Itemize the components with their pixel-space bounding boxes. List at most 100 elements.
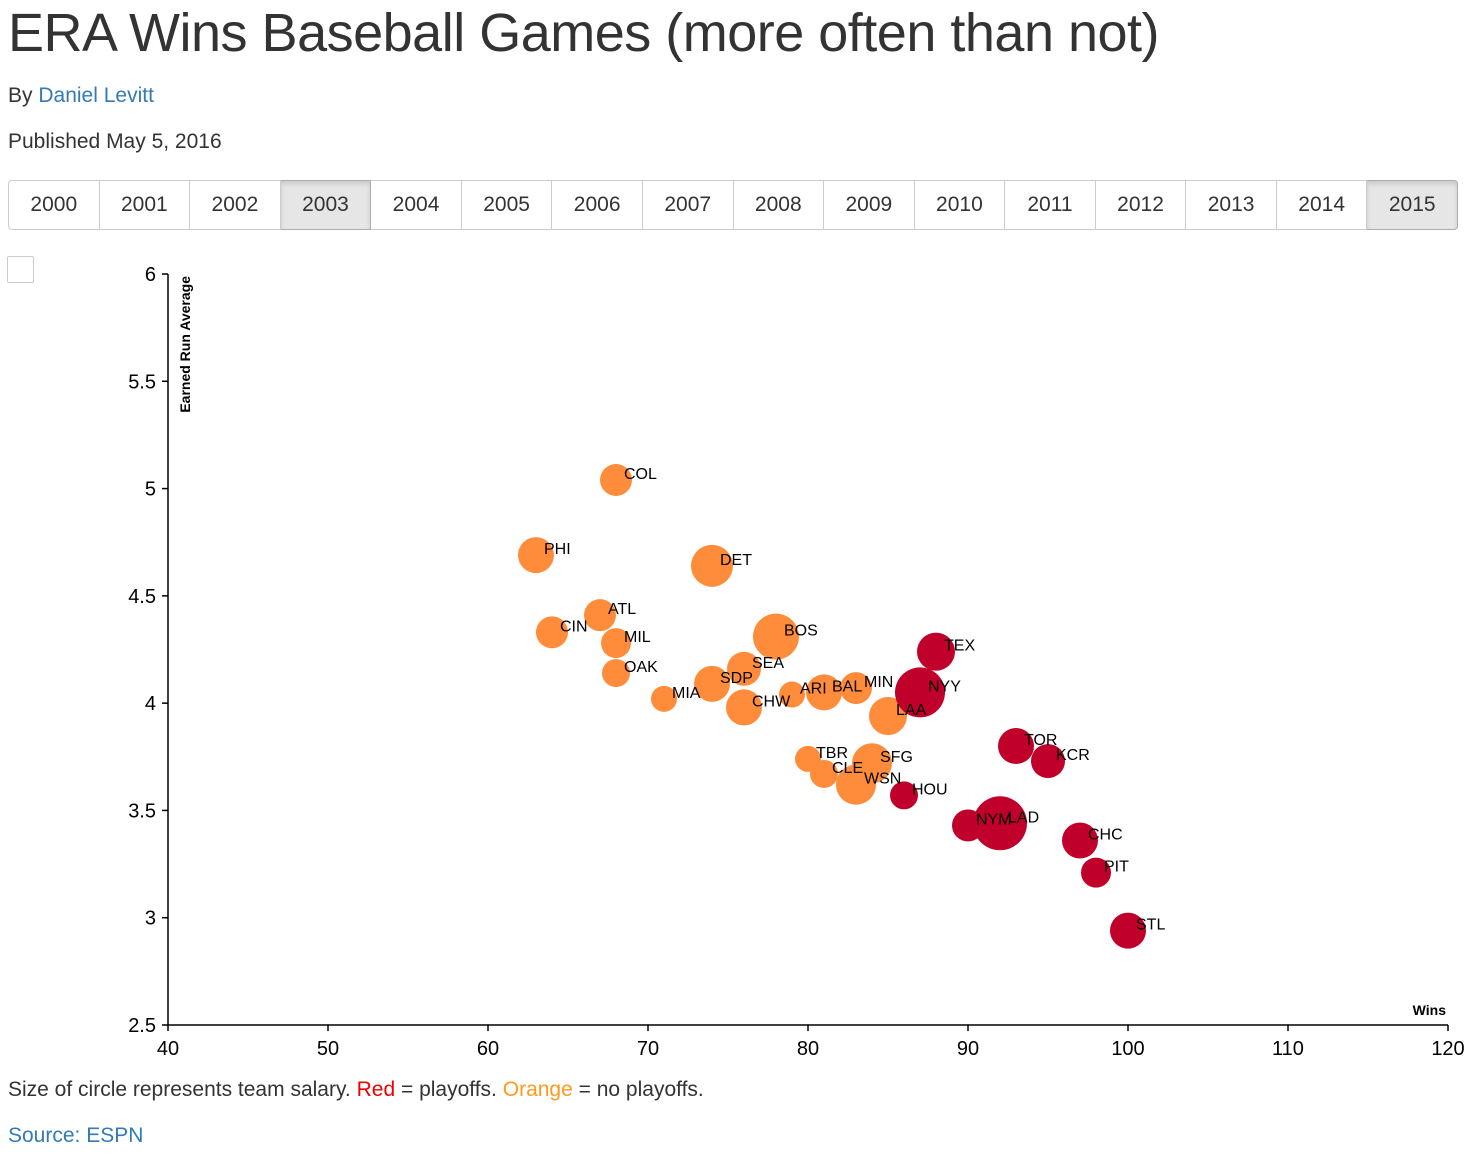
year-button-2008[interactable]: 2008 — [733, 180, 825, 230]
caption-red: Red — [356, 1078, 396, 1101]
team-label-cin: CIN — [560, 618, 588, 635]
y-tick-label: 6 — [145, 264, 156, 286]
byline: By Daniel Levitt — [8, 84, 154, 108]
team-label-tbr: TBR — [816, 745, 848, 762]
team-label-phi: PHI — [544, 541, 571, 558]
team-bubble-hou — [890, 781, 918, 810]
year-button-2003[interactable]: 2003 — [280, 180, 372, 230]
team-bubble-chw — [726, 689, 762, 726]
year-button-2015[interactable]: 2015 — [1367, 180, 1458, 230]
team-bubble-oak — [602, 659, 630, 688]
team-label-sfg: SFG — [880, 749, 913, 766]
team-bubble-stl — [1110, 912, 1146, 949]
team-bubble-sdp — [694, 665, 730, 702]
team-label-bos: BOS — [784, 623, 818, 640]
team-bubble-cle — [810, 759, 838, 788]
y-tick-label: 5.5 — [128, 371, 156, 393]
team-label-ari: ARI — [800, 681, 827, 698]
team-bubble-bal — [806, 674, 842, 711]
team-label-kcr: KCR — [1056, 747, 1090, 764]
x-tick-label: 110 — [1272, 1038, 1304, 1060]
caption-size: Size of circle represents team salary. — [8, 1078, 351, 1101]
year-button-2007[interactable]: 2007 — [642, 180, 734, 230]
x-tick-label: 100 — [1111, 1038, 1144, 1060]
x-tick-label: 70 — [637, 1038, 659, 1060]
year-button-2002[interactable]: 2002 — [190, 180, 281, 230]
year-button-2004[interactable]: 2004 — [371, 180, 462, 230]
y-tick-label: 5 — [145, 479, 156, 501]
team-label-bal: BAL — [832, 678, 862, 695]
year-button-2009[interactable]: 2009 — [824, 180, 915, 230]
team-label-hou: HOU — [912, 781, 948, 798]
team-bubble-sea — [727, 651, 761, 686]
team-bubble-laa — [869, 697, 907, 736]
team-bubble-phi — [518, 537, 554, 574]
year-button-2006[interactable]: 2006 — [552, 180, 643, 230]
team-label-laa: LAA — [896, 702, 927, 719]
author-link[interactable]: Daniel Levitt — [38, 84, 154, 107]
team-bubble-kcr — [1031, 744, 1065, 779]
x-axis-label: Wins — [1413, 1002, 1447, 1018]
team-bubble-mil — [601, 628, 631, 659]
team-label-mil: MIL — [624, 629, 651, 646]
x-tick-label: 90 — [957, 1038, 979, 1060]
y-tick-label: 4.5 — [128, 586, 156, 608]
team-label-sea: SEA — [752, 655, 784, 672]
year-button-2012[interactable]: 2012 — [1095, 180, 1187, 230]
team-bubble-cin — [536, 616, 568, 649]
y-axis-label: Earned Run Average — [177, 276, 193, 413]
team-label-tex: TEX — [944, 638, 975, 655]
page-title: ERA Wins Baseball Games (more often than… — [8, 3, 1160, 63]
year-button-2011[interactable]: 2011 — [1005, 180, 1096, 230]
team-bubble-atl — [584, 599, 616, 632]
x-tick-label: 80 — [797, 1038, 819, 1060]
x-tick-label: 50 — [317, 1038, 339, 1060]
chart-caption: Size of circle represents team salary. R… — [8, 1078, 704, 1102]
team-label-col: COL — [624, 466, 657, 483]
y-tick-label: 3 — [145, 908, 156, 930]
caption-red-rest: = playoffs. — [400, 1078, 497, 1101]
team-label-oak: OAK — [624, 659, 658, 676]
team-bubble-nyy — [895, 667, 945, 718]
scatter-chart: 40 50 60 70 80 90 100 110 120 2.5 3 3.5 4 4.5 5 5.5 6 Win… — [128, 264, 1465, 1060]
team-label-min: MIN — [864, 674, 893, 691]
caption-orange-rest: = no playoffs. — [578, 1078, 704, 1101]
team-bubble-wsn — [836, 764, 876, 805]
y-tick-label: 4 — [145, 693, 156, 715]
team-label-nyy: NYY — [928, 678, 961, 695]
year-button-2000[interactable]: 2000 — [8, 180, 100, 230]
team-label-stl: STL — [1136, 917, 1165, 934]
year-button-2010[interactable]: 2010 — [914, 180, 1006, 230]
source-link[interactable]: Source: ESPN — [8, 1124, 144, 1147]
team-label-atl: ATL — [608, 601, 636, 618]
published-date: Published May 5, 2016 — [8, 130, 222, 153]
team-bubble-col — [600, 463, 632, 496]
y-tick-label: 2.5 — [128, 1015, 156, 1037]
byline-prefix: By — [8, 84, 33, 107]
team-bubble-bos — [753, 613, 799, 660]
team-label-det: DET — [720, 552, 752, 569]
toggle-checkbox[interactable] — [7, 256, 34, 283]
team-label-sdp: SDP — [720, 670, 753, 687]
team-bubble-lad — [973, 796, 1027, 851]
x-tick-label: 120 — [1431, 1038, 1464, 1060]
x-tick-label: 40 — [157, 1038, 179, 1060]
team-label-mia: MIA — [672, 685, 701, 702]
x-tick-label: 60 — [477, 1038, 499, 1060]
team-label-chc: CHC — [1088, 826, 1123, 843]
year-button-2005[interactable]: 2005 — [461, 180, 553, 230]
team-bubble-tor — [998, 728, 1034, 765]
year-button-2013[interactable]: 2013 — [1186, 180, 1277, 230]
team-bubble-tex — [917, 632, 955, 671]
year-button-2001[interactable]: 2001 — [99, 180, 191, 230]
year-button-2014[interactable]: 2014 — [1276, 180, 1368, 230]
team-label-nym: NYM — [976, 811, 1012, 828]
team-bubble-mia — [651, 685, 677, 712]
team-label-pit: PIT — [1104, 859, 1129, 876]
team-bubble-ari — [779, 681, 805, 708]
team-label-wsn: WSN — [864, 771, 901, 788]
year-selector: 2000 2001 2002 2003 2004 2005 2006 2007 2008 2009… — [8, 180, 1458, 230]
team-label-lad: LAD — [1008, 809, 1039, 826]
team-label-tor: TOR — [1024, 732, 1057, 749]
y-tick-label: 3.5 — [128, 800, 156, 822]
